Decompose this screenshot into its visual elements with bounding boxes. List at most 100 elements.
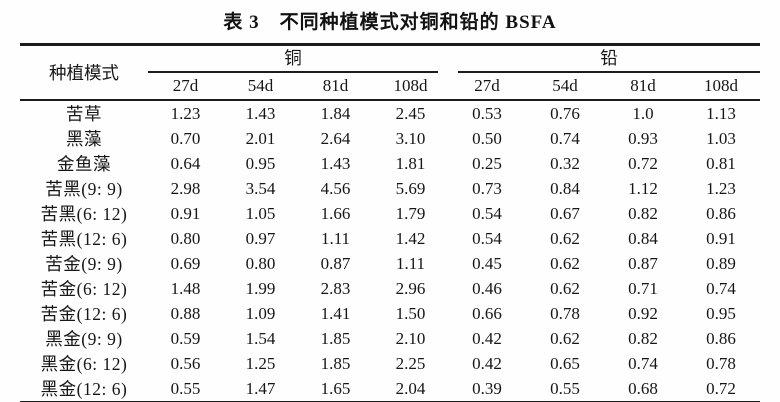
- row-label: 苦黑(6: 12): [40, 204, 128, 224]
- table-row: 黑金(12: 6) 0.55 1.47 1.65 2.04 0.39 0.55 …: [20, 376, 760, 402]
- value-cell: 0.82: [628, 203, 658, 223]
- bsfa-data-table: 种植模式 铜 铅 27d 54d 81d 108d 27d 54d 81d 10…: [20, 43, 760, 402]
- column-header-pb-108d: 108d: [682, 73, 760, 101]
- value-cell: 0.88: [170, 303, 201, 323]
- value-cell: 0.74: [706, 278, 736, 298]
- value-cell: 1.85: [320, 328, 351, 348]
- value-cell: 0.32: [550, 153, 580, 173]
- table-row: 黑金(9: 9) 0.59 1.54 1.85 2.10 0.42 0.62 0…: [20, 326, 760, 351]
- value-cell: 0.62: [550, 328, 580, 348]
- value-cell: 0.87: [320, 253, 351, 273]
- value-cell: 0.74: [628, 353, 658, 373]
- value-cell: 0.93: [628, 128, 658, 148]
- table-row: 苦黑(6: 12) 0.91 1.05 1.66 1.79 0.54 0.67 …: [20, 201, 760, 226]
- group-header-lead-label: 铅: [458, 46, 760, 73]
- value-cell: 0.62: [550, 228, 580, 248]
- value-cell: 1.99: [245, 278, 276, 298]
- value-cell: 0.67: [550, 203, 580, 223]
- column-header-cu-54d: 54d: [223, 73, 298, 101]
- row-label: 黑藻: [66, 129, 102, 149]
- value-cell: 0.78: [706, 353, 736, 373]
- value-cell: 1.12: [628, 178, 658, 198]
- value-cell: 1.65: [320, 378, 351, 398]
- value-cell: 0.56: [170, 353, 201, 373]
- value-cell: 0.54: [472, 228, 502, 248]
- value-cell: 1.41: [320, 303, 351, 323]
- value-cell: 1.47: [245, 378, 276, 398]
- value-cell: 1.48: [170, 278, 201, 298]
- table-row: 苦黑(12: 6) 0.80 0.97 1.11 1.42 0.54 0.62 …: [20, 226, 760, 251]
- value-cell: 2.04: [395, 378, 426, 398]
- value-cell: 0.81: [706, 153, 736, 173]
- value-cell: 0.45: [472, 253, 502, 273]
- value-cell: 5.69: [395, 178, 426, 198]
- group-header-lead: 铅: [448, 45, 760, 73]
- table-row: 苦金(6: 12) 1.48 1.99 2.83 2.96 0.46 0.62 …: [20, 276, 760, 301]
- value-cell: 1.66: [320, 203, 351, 223]
- value-cell: 0.87: [628, 253, 658, 273]
- value-cell: 2.64: [320, 128, 351, 148]
- value-cell: 0.84: [628, 228, 658, 248]
- value-cell: 1.23: [706, 178, 736, 198]
- value-cell: 1.43: [320, 153, 351, 173]
- group-header-copper: 铜: [148, 45, 448, 73]
- value-cell: 1.11: [395, 253, 426, 273]
- column-header-cu-108d: 108d: [373, 73, 448, 101]
- column-header-pb-54d: 54d: [526, 73, 604, 101]
- value-cell: 0.84: [550, 178, 580, 198]
- column-header-pb-27d: 27d: [448, 73, 526, 101]
- value-cell: 1.09: [245, 303, 276, 323]
- value-cell: 1.85: [320, 353, 351, 373]
- value-cell: 0.68: [628, 378, 658, 398]
- value-cell: 1.03: [706, 128, 736, 148]
- value-cell: 2.98: [170, 178, 201, 198]
- value-cell: 0.55: [170, 378, 201, 398]
- value-cell: 0.91: [170, 203, 201, 223]
- value-cell: 0.72: [628, 153, 658, 173]
- value-cell: 0.70: [170, 128, 201, 148]
- value-cell: 2.96: [395, 278, 426, 298]
- value-cell: 1.13: [706, 103, 736, 123]
- table-row: 苦金(9: 9) 0.69 0.80 0.87 1.11 0.45 0.62 0…: [20, 251, 760, 276]
- value-cell: 0.59: [170, 328, 201, 348]
- table-row: 苦草 1.23 1.43 1.84 2.45 0.53 0.76 1.0 1.1…: [20, 100, 760, 126]
- value-cell: 0.95: [706, 303, 736, 323]
- value-cell: 0.69: [170, 253, 201, 273]
- row-label: 金鱼藻: [57, 154, 111, 174]
- value-cell: 0.62: [550, 253, 580, 273]
- value-cell: 0.92: [628, 303, 658, 323]
- value-cell: 0.64: [170, 153, 201, 173]
- row-label: 黑金(9: 9): [45, 329, 123, 349]
- value-cell: 0.25: [472, 153, 502, 173]
- row-label: 黑金(6: 12): [40, 354, 128, 374]
- value-cell: 0.74: [550, 128, 580, 148]
- value-cell: 0.91: [706, 228, 736, 248]
- value-cell: 1.54: [245, 328, 276, 348]
- row-label: 苦黑(12: 6): [40, 229, 128, 249]
- value-cell: 2.25: [395, 353, 426, 373]
- value-cell: 0.80: [170, 228, 201, 248]
- group-header-copper-label: 铜: [148, 46, 438, 73]
- value-cell: 1.84: [320, 103, 351, 123]
- value-cell: 0.46: [472, 278, 502, 298]
- value-cell: 0.65: [550, 353, 580, 373]
- value-cell: 3.10: [395, 128, 426, 148]
- column-header-cu-81d: 81d: [298, 73, 373, 101]
- value-cell: 1.25: [245, 353, 276, 373]
- column-header-planting-mode: 种植模式: [20, 44, 148, 101]
- value-cell: 0.50: [472, 128, 502, 148]
- value-cell: 2.01: [245, 128, 276, 148]
- value-cell: 0.54: [472, 203, 502, 223]
- value-cell: 0.62: [550, 278, 580, 298]
- table-row: 苦黑(9: 9) 2.98 3.54 4.56 5.69 0.73 0.84 1…: [20, 176, 760, 201]
- value-cell: 0.72: [706, 378, 736, 398]
- value-cell: 3.54: [245, 178, 276, 198]
- value-cell: 1.42: [395, 228, 426, 248]
- table-row: 黑金(6: 12) 0.56 1.25 1.85 2.25 0.42 0.65 …: [20, 351, 760, 376]
- table-row: 黑藻 0.70 2.01 2.64 3.10 0.50 0.74 0.93 1.…: [20, 126, 760, 151]
- value-cell: 0.71: [628, 278, 658, 298]
- value-cell: 0.42: [472, 353, 502, 373]
- value-cell: 1.50: [395, 303, 426, 323]
- header-row-times: 27d 54d 81d 108d 27d 54d 81d 108d: [20, 73, 760, 101]
